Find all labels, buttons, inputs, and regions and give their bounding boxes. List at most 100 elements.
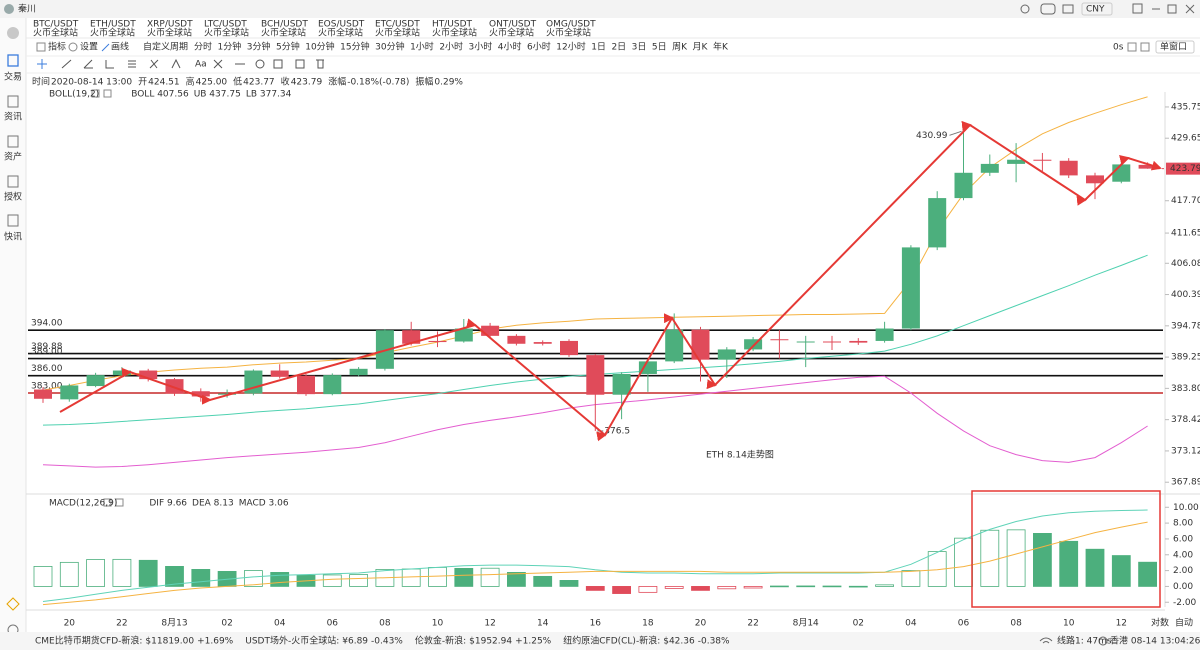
settings-gear[interactable] bbox=[68, 42, 78, 52]
candle-body bbox=[270, 370, 289, 377]
tab-pair[interactable]: BCH/USDT bbox=[261, 20, 308, 30]
period-option[interactable]: 2小时 bbox=[439, 41, 463, 53]
y-tick-label: 6.00 bbox=[1173, 534, 1193, 544]
avatar[interactable] bbox=[4, 4, 14, 14]
sidebar-item[interactable]: 资产 bbox=[4, 151, 22, 163]
vip-icon[interactable] bbox=[6, 597, 20, 611]
magnet-tool[interactable] bbox=[255, 59, 265, 69]
x-tick-label: 8月14 bbox=[793, 618, 819, 629]
tab-exchange: 火币全球站 bbox=[147, 27, 192, 39]
tab-pair[interactable]: HT/USDT bbox=[432, 20, 473, 30]
flash-icon[interactable] bbox=[7, 214, 19, 227]
channel-tool[interactable] bbox=[128, 60, 136, 68]
macd-bar bbox=[243, 570, 263, 587]
drawing-tools bbox=[37, 58, 324, 69]
x-tick-label: 10 bbox=[432, 619, 444, 629]
boll-close[interactable] bbox=[103, 89, 112, 98]
text-tool[interactable]: Aa bbox=[195, 60, 207, 70]
toolbar-item[interactable]: 自定义周期 bbox=[143, 41, 188, 53]
angle-tool[interactable] bbox=[105, 60, 114, 69]
period-option[interactable]: 6小时 bbox=[527, 41, 551, 53]
period-option[interactable]: 月K bbox=[693, 42, 709, 53]
tab-pair[interactable]: ETH/USDT bbox=[90, 20, 136, 30]
axis-mode[interactable]: 对数 bbox=[1151, 617, 1169, 629]
period-option[interactable]: 3小时 bbox=[469, 41, 493, 53]
period-option[interactable]: 分时 bbox=[194, 41, 212, 53]
sidebar-item[interactable]: 快讯 bbox=[4, 231, 22, 243]
fullscreen-icon-2[interactable] bbox=[1140, 42, 1150, 52]
asset-icon[interactable] bbox=[7, 135, 19, 148]
ray-tool[interactable] bbox=[83, 59, 93, 69]
line-tool[interactable] bbox=[61, 59, 72, 69]
tab-pair[interactable]: XRP/USDT bbox=[147, 20, 193, 30]
close-icon[interactable] bbox=[1185, 4, 1195, 14]
macd-eye[interactable] bbox=[103, 498, 112, 507]
price-level-label: 389.88 bbox=[31, 342, 63, 352]
sidebar-item[interactable]: 授权 bbox=[4, 191, 22, 203]
status-item: USDT场外-火币全球站: bbox=[245, 635, 339, 647]
tab-pair[interactable]: ETC/USDT bbox=[375, 20, 420, 30]
boll-eye[interactable] bbox=[91, 89, 100, 98]
period-option[interactable]: 3日 bbox=[632, 42, 647, 53]
macd-bar bbox=[980, 529, 1000, 587]
chart-note: ETH 8.14走势图 bbox=[706, 449, 774, 461]
tab-pair[interactable]: LTC/USDT bbox=[204, 20, 247, 30]
sidebar-item[interactable]: 资讯 bbox=[4, 112, 22, 123]
candle-body bbox=[954, 172, 973, 199]
clock: 香港 08-14 13:04:26 bbox=[1110, 635, 1200, 647]
news-icon[interactable] bbox=[7, 95, 19, 108]
axis-mode[interactable]: 自动 bbox=[1175, 617, 1193, 629]
info-value: 0.29% bbox=[434, 78, 463, 88]
currency-select[interactable] bbox=[1081, 2, 1113, 16]
fib-tool[interactable] bbox=[149, 59, 159, 69]
period-option[interactable]: 1日 bbox=[591, 42, 606, 53]
window-mode[interactable]: 单窗口 bbox=[1160, 41, 1187, 53]
measure-tool[interactable] bbox=[213, 59, 223, 69]
indicator-header: MACD 3.06 bbox=[239, 499, 289, 509]
crosshair-tool[interactable] bbox=[37, 59, 47, 69]
y-tick-label: 4.00 bbox=[1173, 550, 1193, 560]
window-select[interactable] bbox=[1155, 40, 1195, 54]
toolbar-item[interactable]: 指标 bbox=[48, 41, 66, 53]
tab-pair[interactable]: OMG/USDT bbox=[546, 20, 596, 30]
period-option[interactable]: 年K bbox=[713, 41, 729, 53]
eye-tool[interactable] bbox=[295, 59, 305, 69]
indicator-icon[interactable] bbox=[36, 42, 46, 52]
period-option[interactable]: 1小时 bbox=[410, 41, 434, 53]
toolbar-item[interactable]: 画线 bbox=[111, 41, 129, 53]
period-option[interactable]: 周K bbox=[672, 42, 688, 53]
toolbar-item[interactable]: 设置 bbox=[80, 42, 98, 53]
period-option[interactable]: 3分钟 bbox=[247, 41, 271, 53]
period-option[interactable]: 5分钟 bbox=[276, 41, 300, 53]
x-tick-label: 12 bbox=[1116, 619, 1127, 629]
chat-icon[interactable] bbox=[1040, 3, 1056, 15]
lock-tool[interactable] bbox=[273, 59, 283, 69]
fullscreen-icon[interactable] bbox=[1127, 42, 1137, 52]
pattern-tool[interactable] bbox=[171, 58, 181, 69]
period-option[interactable]: 12小时 bbox=[556, 41, 585, 53]
period-option[interactable]: 15分钟 bbox=[340, 41, 369, 53]
candle-body bbox=[691, 329, 710, 360]
status-item: 伦敦金-新浪: bbox=[415, 635, 466, 647]
bell-icon[interactable] bbox=[1020, 4, 1030, 14]
tab-pair[interactable]: EOS/USDT bbox=[318, 20, 365, 30]
candle-body bbox=[86, 375, 105, 387]
delete-tool[interactable] bbox=[316, 59, 324, 69]
sidebar-item[interactable]: 交易 bbox=[4, 71, 22, 83]
tab-pair[interactable]: BTC/USDT bbox=[33, 20, 79, 30]
period-option[interactable]: 1分钟 bbox=[218, 41, 242, 53]
period-option[interactable]: 10分钟 bbox=[305, 41, 334, 53]
popout-icon[interactable] bbox=[1132, 3, 1143, 14]
period-option[interactable]: 4小时 bbox=[498, 41, 522, 53]
lock-icon[interactable] bbox=[1062, 4, 1074, 14]
macd-close[interactable] bbox=[115, 498, 124, 507]
period-option[interactable]: 5日 bbox=[652, 42, 667, 53]
period-option[interactable]: 2日 bbox=[611, 42, 626, 53]
trade-icon[interactable] bbox=[7, 54, 19, 67]
tab-pair[interactable]: ONT/USDT bbox=[489, 20, 537, 30]
period-option[interactable]: 30分钟 bbox=[375, 41, 404, 53]
candle-body bbox=[665, 329, 684, 362]
draw-icon[interactable] bbox=[101, 43, 110, 52]
max-icon[interactable] bbox=[1167, 4, 1177, 14]
auth-icon[interactable] bbox=[7, 175, 19, 188]
